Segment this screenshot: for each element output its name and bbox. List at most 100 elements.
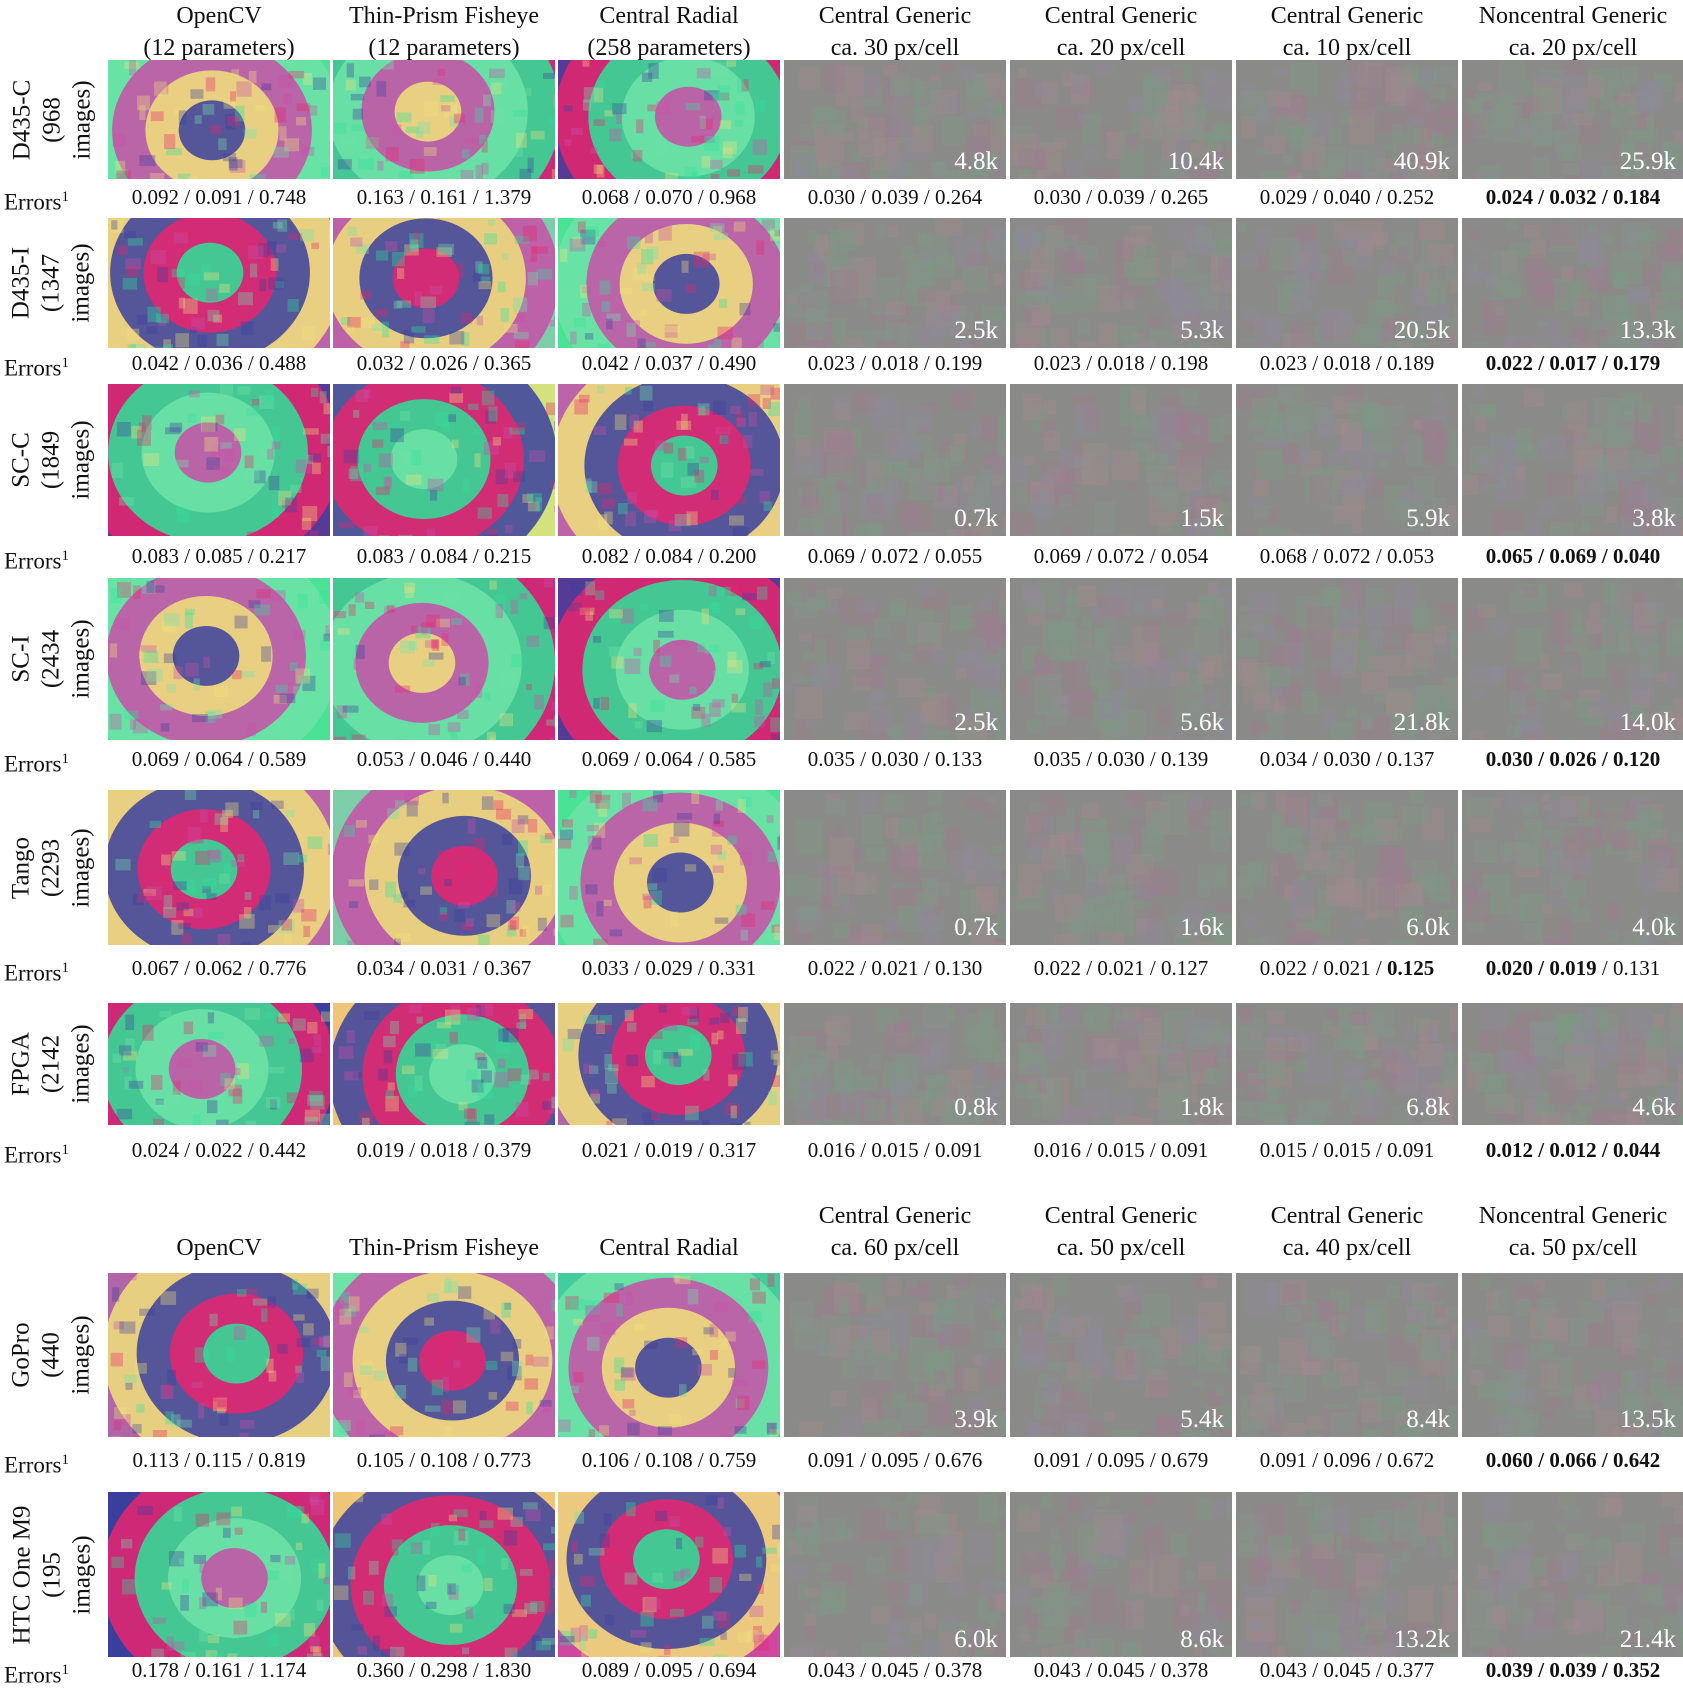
noise-speck	[1579, 123, 1600, 144]
noise-speck	[614, 1379, 625, 1391]
noise-speck	[1017, 487, 1027, 503]
noise-speck	[807, 583, 817, 597]
noise-speck	[245, 456, 254, 469]
noise-speck	[268, 1571, 279, 1580]
noise-speck	[1549, 1074, 1576, 1105]
noise-speck	[1672, 626, 1683, 644]
noise-speck	[1118, 1606, 1133, 1627]
noise-speck	[463, 478, 469, 492]
noise-speck	[997, 903, 1006, 914]
noise-speck	[449, 331, 464, 344]
noise-speck	[363, 1591, 374, 1605]
residual-image: 20.5k	[1236, 218, 1458, 348]
error-values: 0.020 / 0.019 / 0.131	[1462, 953, 1683, 983]
noise-speck	[1267, 509, 1277, 524]
error-value: 0.012	[1486, 1138, 1533, 1162]
noise-speck	[372, 325, 384, 332]
noise-speck	[341, 137, 356, 145]
noise-speck	[719, 425, 729, 431]
noise-speck	[1141, 1294, 1170, 1327]
noise-speck	[1600, 1014, 1619, 1035]
noise-speck	[574, 318, 585, 327]
error-values: 0.092 / 0.091 / 0.748	[108, 182, 330, 212]
error-separator: /	[179, 1138, 195, 1162]
noise-speck	[153, 1119, 164, 1125]
noise-speck	[143, 453, 159, 466]
noise-speck	[1587, 268, 1604, 292]
noise-speck	[1220, 237, 1231, 246]
parameter-count: 13.5k	[1620, 1406, 1676, 1434]
noise-speck	[307, 1022, 317, 1034]
noise-speck	[196, 1042, 208, 1051]
noise-speck	[1266, 833, 1278, 849]
noise-speck	[825, 429, 851, 455]
noise-speck	[481, 1070, 492, 1082]
error-value: 0.044	[1613, 1138, 1660, 1162]
noise-speck	[1673, 1506, 1683, 1524]
noise-speck	[1107, 132, 1124, 159]
noise-speck	[1322, 1018, 1332, 1034]
noise-speck	[356, 1495, 364, 1502]
noise-speck	[697, 1364, 712, 1376]
noise-speck	[795, 819, 823, 855]
noise-speck	[302, 326, 315, 340]
noise-speck	[1267, 91, 1290, 108]
noise-speck	[233, 1088, 243, 1103]
noise-speck	[1410, 791, 1424, 804]
noise-speck	[1639, 812, 1663, 841]
noise-speck	[777, 1543, 780, 1558]
noise-speck	[458, 1529, 465, 1541]
noise-speck	[151, 1075, 162, 1090]
error-value: 0.679	[1161, 1448, 1208, 1472]
noise-speck	[730, 1124, 743, 1125]
noise-speck	[1150, 869, 1178, 896]
noise-speck	[671, 912, 678, 927]
noise-speck	[1249, 593, 1278, 614]
noise-speck	[359, 1326, 368, 1332]
error-value: 0.082	[582, 544, 629, 568]
noise-speck	[261, 83, 271, 90]
noise-speck	[714, 339, 721, 348]
noise-speck	[836, 479, 847, 491]
noise-speck	[685, 167, 697, 179]
noise-speck	[1016, 1511, 1039, 1531]
noise-speck	[1564, 825, 1586, 859]
error-value: 0.091	[1034, 1448, 1081, 1472]
noise-speck	[809, 943, 830, 945]
noise-speck	[1355, 939, 1369, 945]
noise-speck	[1218, 257, 1232, 280]
noise-speck	[562, 819, 573, 827]
noise-speck	[998, 415, 1006, 458]
noise-speck	[301, 909, 316, 921]
noise-speck	[1004, 270, 1006, 286]
noise-speck	[1564, 737, 1572, 740]
noise-speck	[993, 846, 1005, 854]
noise-speck	[1343, 250, 1355, 264]
noise-speck	[1018, 864, 1041, 899]
noise-speck	[1509, 1608, 1533, 1624]
noise-speck	[775, 926, 780, 940]
noise-speck	[409, 1005, 422, 1014]
error-value: 0.773	[484, 1448, 531, 1472]
noise-speck	[441, 105, 450, 111]
residual-image: 5.9k	[1236, 384, 1458, 536]
noise-speck	[618, 503, 628, 514]
noise-speck	[1574, 329, 1583, 338]
noise-speck	[513, 298, 527, 312]
noise-speck	[1259, 170, 1286, 179]
noise-speck	[883, 793, 903, 813]
noise-speck	[450, 1624, 462, 1633]
noise-speck	[438, 69, 446, 76]
error-values: 0.065 / 0.069 / 0.040	[1462, 541, 1683, 571]
noise-speck	[119, 1322, 135, 1334]
error-separator: /	[693, 747, 709, 771]
noise-speck	[435, 412, 449, 427]
noise-speck	[323, 634, 330, 642]
error-value: 0.199	[935, 351, 982, 375]
noise-speck	[796, 164, 807, 179]
noise-speck	[670, 1516, 680, 1527]
noise-speck	[1082, 443, 1109, 485]
noise-speck	[653, 1050, 661, 1064]
noise-speck	[234, 1068, 241, 1075]
